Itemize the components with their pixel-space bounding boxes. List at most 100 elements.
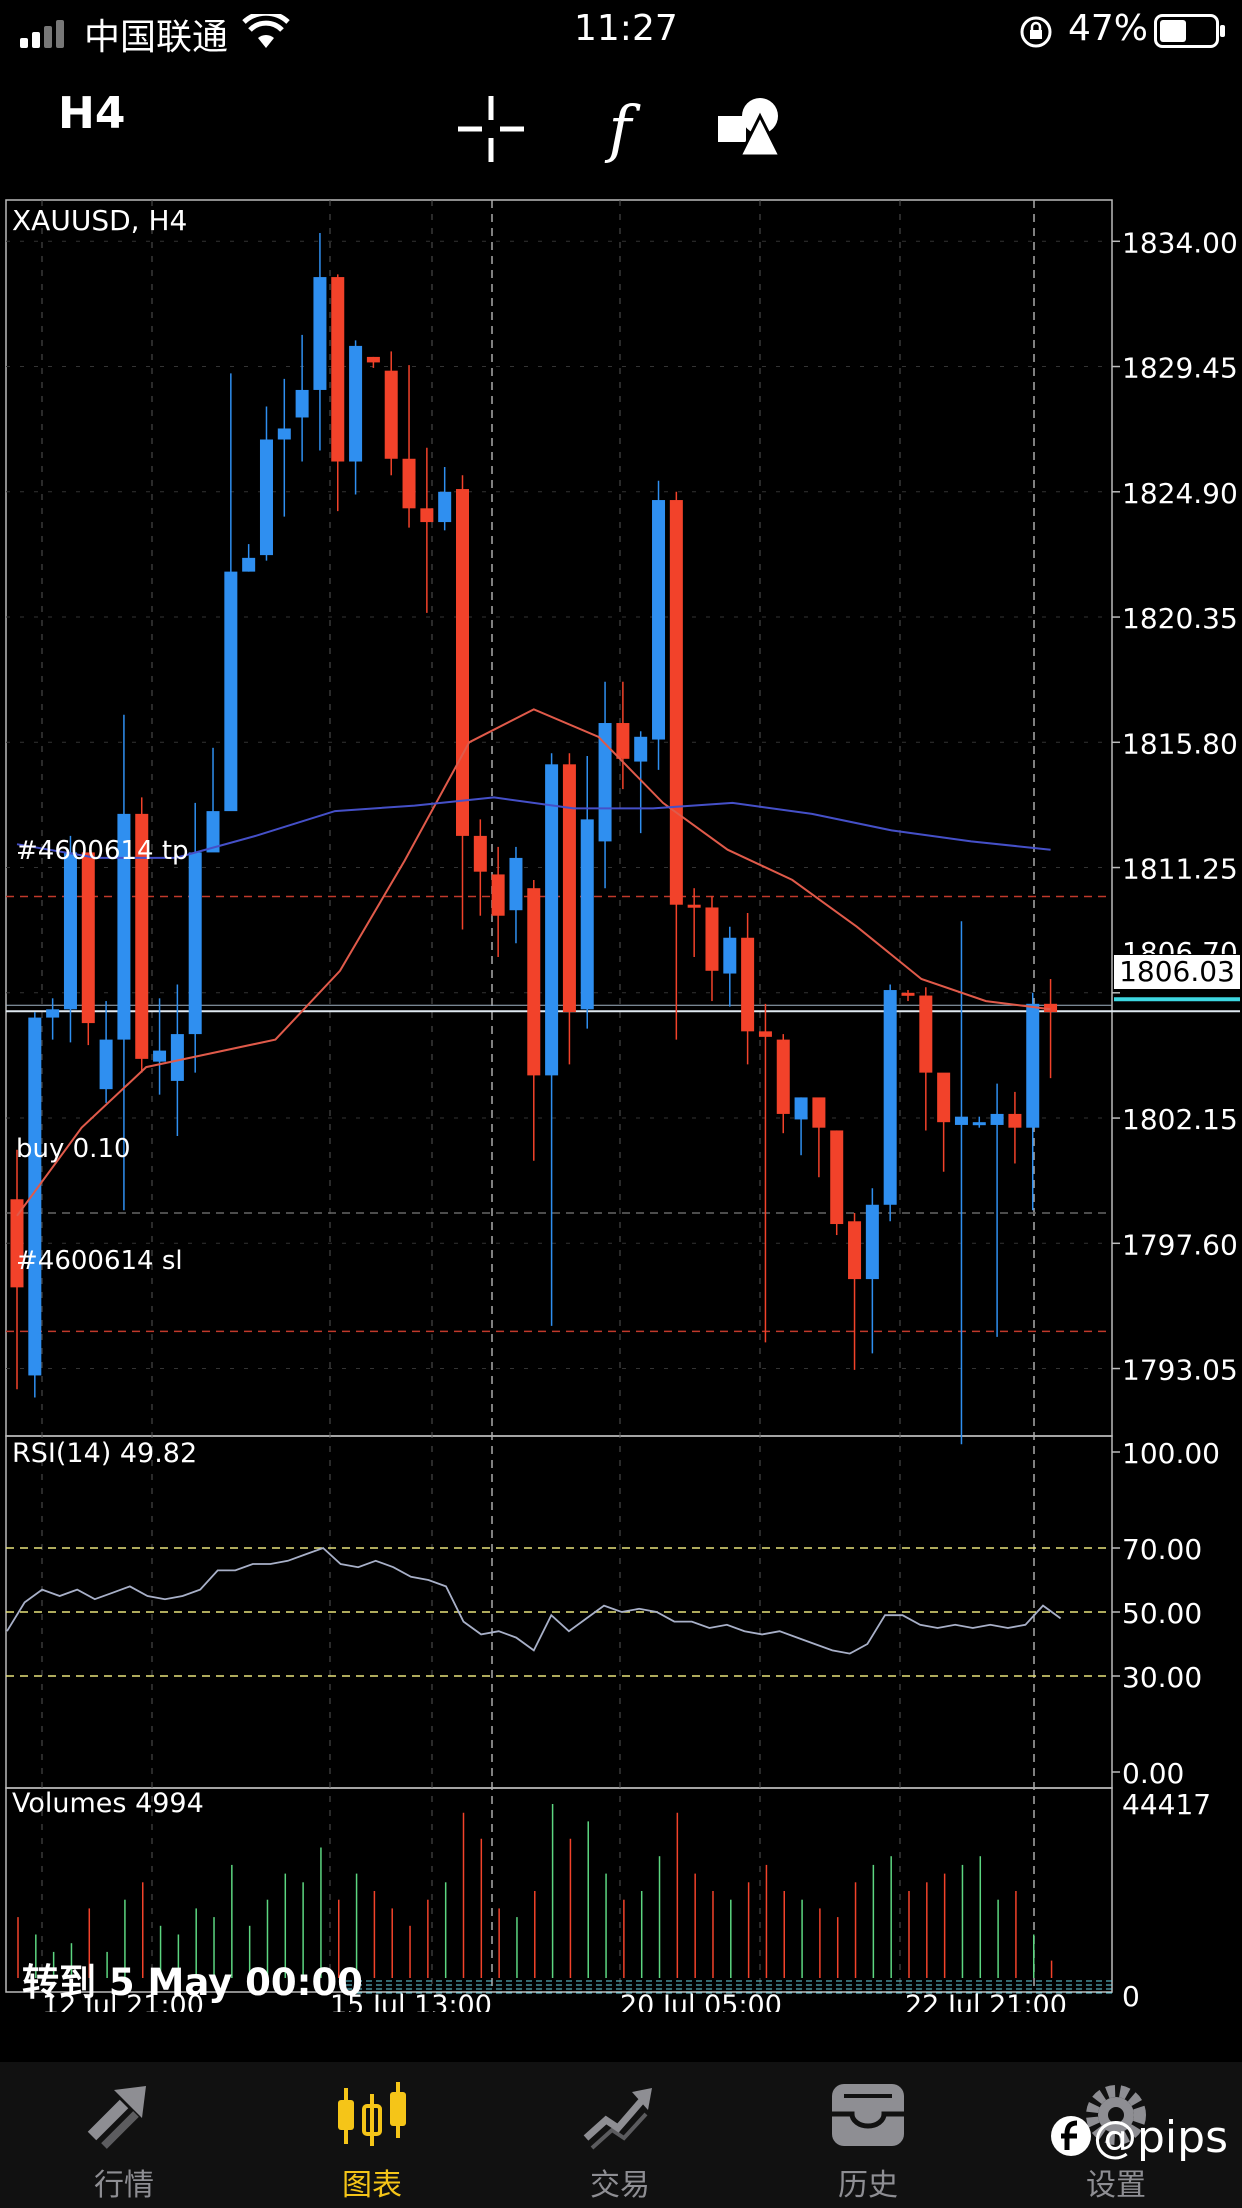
candle-body bbox=[919, 995, 933, 1073]
candle bbox=[313, 233, 327, 451]
candle bbox=[331, 274, 345, 512]
y-tick-label: 1797.60 bbox=[1122, 1228, 1238, 1261]
bottom-tab-bar: 行情 图表 交易 历史 设置 bbox=[0, 2062, 1242, 2208]
partial-price-label: 1806.70 bbox=[1122, 936, 1238, 954]
buy-order-label[interactable]: buy 0.10 bbox=[16, 1134, 131, 1164]
candle-body bbox=[491, 874, 505, 916]
candle bbox=[188, 802, 202, 1073]
candle-body bbox=[242, 557, 256, 572]
candle-body bbox=[990, 1113, 1004, 1125]
quotes-icon bbox=[87, 2086, 146, 2149]
candle bbox=[402, 365, 416, 528]
battery-percent: 47% bbox=[1068, 8, 1149, 49]
candle bbox=[687, 888, 701, 958]
candle-body bbox=[972, 1122, 986, 1126]
candle bbox=[491, 846, 505, 958]
candle bbox=[954, 921, 968, 1445]
candle bbox=[295, 334, 309, 462]
tab-quotes[interactable]: 行情 bbox=[0, 2062, 248, 2208]
status-bar: 中国联通 11:27 47% bbox=[0, 0, 1242, 64]
candle bbox=[366, 356, 380, 368]
candle bbox=[580, 756, 594, 1029]
candle bbox=[705, 896, 719, 1002]
candle bbox=[545, 753, 559, 1326]
candle-body bbox=[776, 1039, 790, 1114]
candle bbox=[1044, 979, 1058, 1079]
logo-icon bbox=[1050, 2116, 1091, 2156]
tab-history[interactable]: 历史 bbox=[744, 2062, 992, 2208]
candle bbox=[63, 835, 77, 1043]
clock: 11:27 bbox=[574, 8, 678, 49]
candle-body bbox=[28, 1017, 42, 1376]
candle-body bbox=[349, 345, 363, 462]
sl-order-label[interactable]: #4600614 sl bbox=[16, 1246, 183, 1276]
candle bbox=[509, 846, 523, 944]
rsi-label: RSI(14) 49.82 bbox=[12, 1438, 198, 1469]
candle bbox=[259, 406, 273, 561]
timeframe-button[interactable]: H4 bbox=[58, 88, 126, 139]
candle bbox=[206, 747, 220, 853]
candle-body bbox=[1044, 1003, 1058, 1013]
candle-body bbox=[402, 458, 416, 509]
crosshair-button[interactable] bbox=[456, 94, 526, 164]
function-icon: f bbox=[608, 92, 632, 165]
candle-body bbox=[812, 1097, 826, 1128]
candle-body bbox=[545, 764, 559, 1076]
candle-body bbox=[723, 937, 737, 974]
candle-body bbox=[206, 811, 220, 853]
chart-icon bbox=[338, 2082, 406, 2146]
candle bbox=[562, 753, 576, 1065]
price-chart[interactable]: 1834.00 1829.45 1824.90 1820.35 1815.80 1811.… bbox=[0, 192, 1242, 2012]
tab-trade[interactable]: 交易 bbox=[496, 2062, 744, 2208]
carrier-name: 中国联通 bbox=[84, 17, 229, 58]
candle-body bbox=[652, 500, 666, 740]
tab-chart[interactable]: 图表 bbox=[248, 2062, 496, 2208]
candle bbox=[438, 467, 452, 531]
volume-pane-frame bbox=[5, 1787, 1113, 1993]
candle bbox=[990, 1083, 1004, 1337]
candle-body bbox=[687, 904, 701, 908]
moving-average-fast bbox=[16, 708, 1051, 1217]
tp-order-label[interactable]: #4600614 tp bbox=[16, 836, 189, 866]
tab-settings[interactable]: 设置 bbox=[992, 2062, 1240, 2208]
candle-body bbox=[331, 277, 345, 462]
candle bbox=[758, 1003, 772, 1343]
wifi-icon bbox=[242, 14, 290, 48]
candle-body bbox=[937, 1072, 951, 1123]
candle bbox=[242, 544, 256, 572]
candle bbox=[972, 1116, 986, 1128]
candle-body bbox=[295, 389, 309, 418]
rsi-tick-label: 30.00 bbox=[1122, 1661, 1202, 1694]
candle bbox=[598, 681, 612, 889]
candle-body bbox=[384, 370, 398, 459]
candle-body bbox=[277, 428, 291, 440]
candle-body bbox=[63, 852, 77, 1010]
candle bbox=[420, 447, 434, 613]
x-tick-label: 22 Jul 21:00 bbox=[905, 1990, 1067, 2012]
candle-body bbox=[259, 439, 273, 556]
candle-body bbox=[794, 1097, 808, 1120]
candle bbox=[669, 491, 683, 1040]
candle-body bbox=[758, 1031, 772, 1037]
goto-date-label[interactable]: 转到 5 May 00:00 bbox=[22, 1961, 363, 2004]
candle bbox=[456, 475, 469, 930]
candle bbox=[812, 1097, 826, 1178]
candle-body bbox=[705, 907, 719, 971]
candle bbox=[776, 1034, 790, 1134]
candle bbox=[901, 990, 915, 1002]
candle-body bbox=[117, 813, 131, 1040]
candle-body bbox=[580, 819, 594, 1010]
candle bbox=[46, 998, 60, 1040]
candle-body bbox=[81, 852, 95, 1024]
indicators-button[interactable]: f bbox=[590, 94, 660, 164]
candle bbox=[473, 819, 487, 916]
candle-body bbox=[848, 1221, 862, 1280]
y-tick-label: 1793.05 bbox=[1122, 1354, 1238, 1387]
candle-body bbox=[616, 723, 630, 759]
rsi-tick-label: 100.00 bbox=[1122, 1437, 1220, 1470]
candle-body bbox=[1026, 1003, 1040, 1128]
candle bbox=[28, 1012, 42, 1398]
candle bbox=[153, 998, 167, 1095]
candle bbox=[634, 731, 648, 834]
objects-button[interactable] bbox=[716, 94, 786, 164]
